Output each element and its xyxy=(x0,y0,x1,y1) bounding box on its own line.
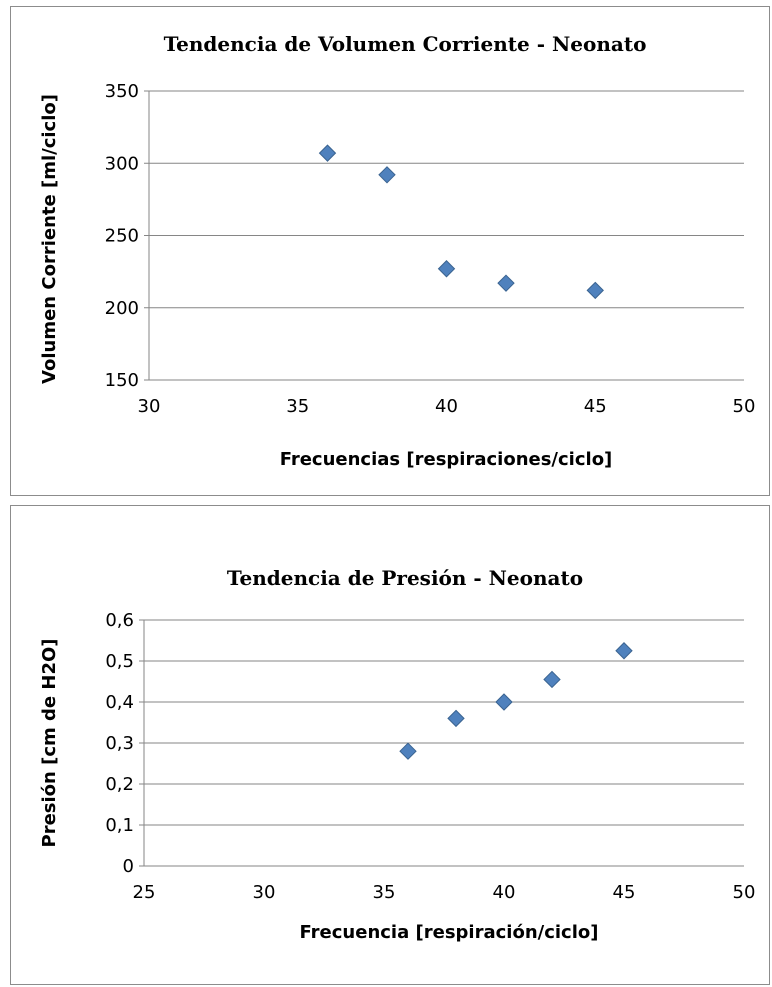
x-tick-label: 40 xyxy=(493,882,516,903)
x-tick-label: 30 xyxy=(138,396,161,417)
chart-volumen-corriente-svg: Tendencia de Volumen Corriente - Neonato… xyxy=(39,32,756,470)
y-tick-label: 350 xyxy=(105,81,139,102)
data-point xyxy=(615,642,633,660)
chart-title: Tendencia de Volumen Corriente - Neonato xyxy=(164,32,647,56)
x-tick-label: 25 xyxy=(133,882,156,903)
data-point xyxy=(447,709,465,728)
x-tick-label: 45 xyxy=(613,882,636,903)
chart-volumen-corriente: Tendencia de Volumen Corriente - Neonato… xyxy=(10,6,770,496)
x-tick-label: 30 xyxy=(253,882,276,903)
data-point xyxy=(378,166,396,184)
y-axis-title: Presión [cm de H2O] xyxy=(39,638,60,847)
data-point xyxy=(543,670,561,689)
x-tick-label: 50 xyxy=(733,882,756,903)
y-tick-label: 0,1 xyxy=(105,815,134,836)
y-tick-label: 0 xyxy=(123,856,134,877)
x-axis-title: Frecuencia [respiración/ciclo] xyxy=(300,922,599,943)
y-tick-label: 0,3 xyxy=(105,733,134,754)
y-axis-title: Volumen Corriente [ml/ciclo] xyxy=(39,94,60,384)
y-tick-label: 0,5 xyxy=(105,651,134,672)
y-tick-label: 300 xyxy=(105,153,139,174)
chart-presion: Tendencia de Presión - Neonato 0 0,1 0,2 0,… xyxy=(10,505,770,985)
x-tick-label: 40 xyxy=(435,396,458,417)
y-tick-label: 0,4 xyxy=(105,692,134,713)
x-tick-label: 35 xyxy=(373,882,396,903)
x-axis-title: Frecuencias [respiraciones/ciclo] xyxy=(280,449,613,470)
y-tick-label: 0,2 xyxy=(105,774,134,795)
data-point xyxy=(318,144,337,162)
chart-presion-svg: Tendencia de Presión - Neonato 0 0,1 0,2 0,… xyxy=(39,566,756,943)
x-tick-label: 50 xyxy=(733,396,756,417)
data-point xyxy=(586,281,604,300)
data-point xyxy=(497,274,515,292)
y-tick-label: 150 xyxy=(105,370,139,391)
data-point xyxy=(399,742,417,760)
chart-title: Tendencia de Presión - Neonato xyxy=(227,566,583,590)
data-point xyxy=(495,693,513,711)
data-point xyxy=(437,260,456,278)
x-tick-label: 35 xyxy=(286,396,309,417)
x-tick-label: 45 xyxy=(584,396,607,417)
y-tick-label: 200 xyxy=(105,298,139,319)
y-tick-label: 0,6 xyxy=(105,610,134,631)
y-tick-label: 250 xyxy=(105,226,139,247)
